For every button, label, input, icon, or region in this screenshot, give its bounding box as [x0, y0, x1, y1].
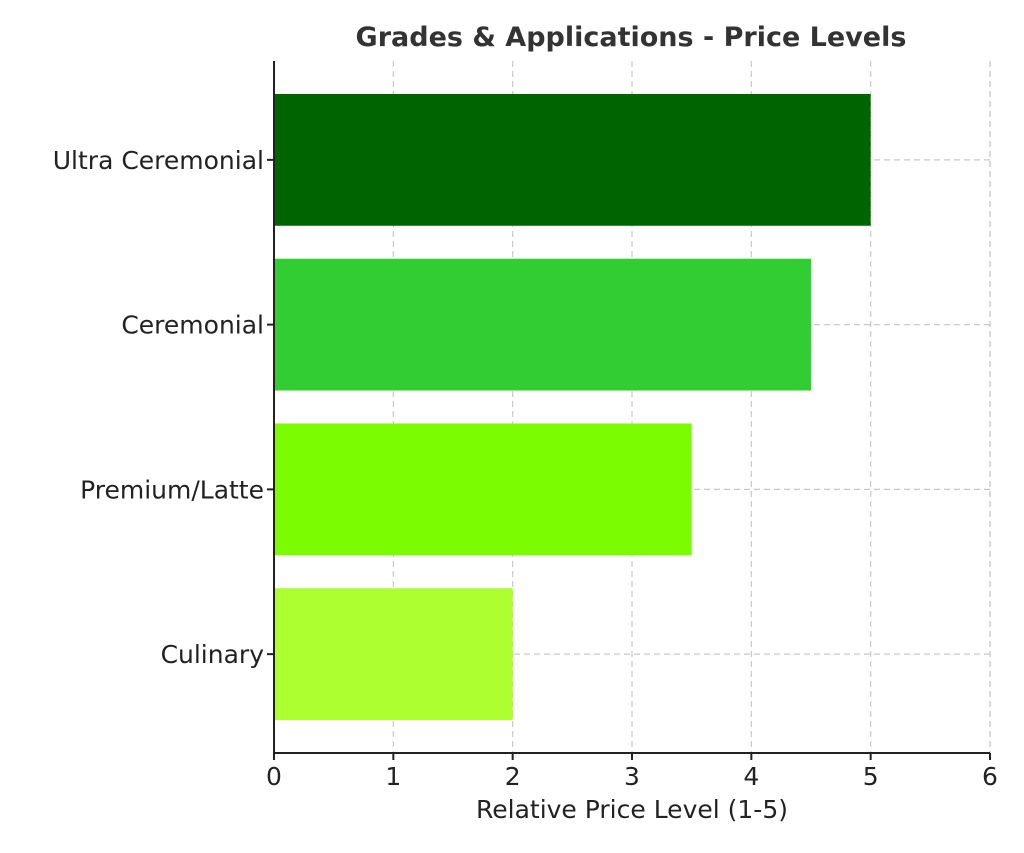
- y-tick-label: Ultra Ceremonial: [53, 146, 264, 175]
- x-tick-label: 0: [266, 762, 282, 791]
- y-tick-label: Culinary: [161, 640, 265, 669]
- y-tick-label: Ceremonial: [121, 311, 264, 340]
- bar: [274, 588, 513, 721]
- x-tick-label: 1: [385, 762, 401, 791]
- bar: [274, 93, 871, 226]
- x-tick-label: 2: [505, 762, 521, 791]
- bar: [274, 258, 811, 391]
- x-tick-label: 4: [743, 762, 759, 791]
- x-tick-label: 6: [982, 762, 998, 791]
- y-ticks: Ultra Ceremonial Ceremonial Premium/Latte C…: [53, 146, 274, 669]
- x-tick-label: 3: [624, 762, 640, 791]
- bars: [274, 93, 871, 721]
- chart-title: Grades & Applications - Price Levels: [356, 22, 907, 53]
- x-tick-label: 5: [863, 762, 879, 791]
- x-axis-label: Relative Price Level (1-5): [476, 795, 788, 824]
- bar: [274, 423, 692, 556]
- y-tick-label: Premium/Latte: [80, 475, 264, 504]
- x-ticks: 0 1 2 3 4 5 6: [266, 753, 998, 791]
